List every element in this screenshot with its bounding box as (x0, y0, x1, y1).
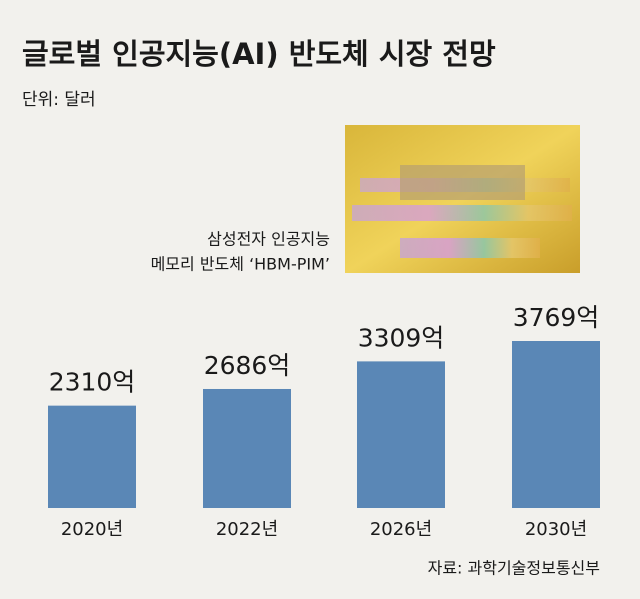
bar (203, 388, 291, 508)
x-tick-label: 2022년 (216, 519, 278, 540)
annotation: 삼성전자 인공지능 (207, 230, 330, 249)
x-tick-label: 2020년 (61, 519, 123, 540)
x-tick-label: 2030년 (525, 519, 587, 540)
source: 자료: 과학기술정보통신부 (428, 559, 600, 578)
value-label: 3769억 (513, 303, 600, 332)
subtitle: 단위: 달러 (22, 90, 96, 110)
chip-photo (345, 125, 580, 273)
value-label: 2686억 (204, 351, 291, 380)
chart-title: 글로벌 인공지능(AI) 반도체 시장 전망 (22, 37, 496, 71)
bar (357, 361, 445, 508)
bar (512, 341, 600, 508)
value-label: 2310억 (49, 368, 136, 397)
annotation: 메모리 반도체 ‘HBM-PIM’ (151, 255, 330, 274)
value-label: 3309억 (358, 323, 445, 352)
x-tick-label: 2026년 (370, 519, 432, 540)
bar (48, 405, 136, 508)
